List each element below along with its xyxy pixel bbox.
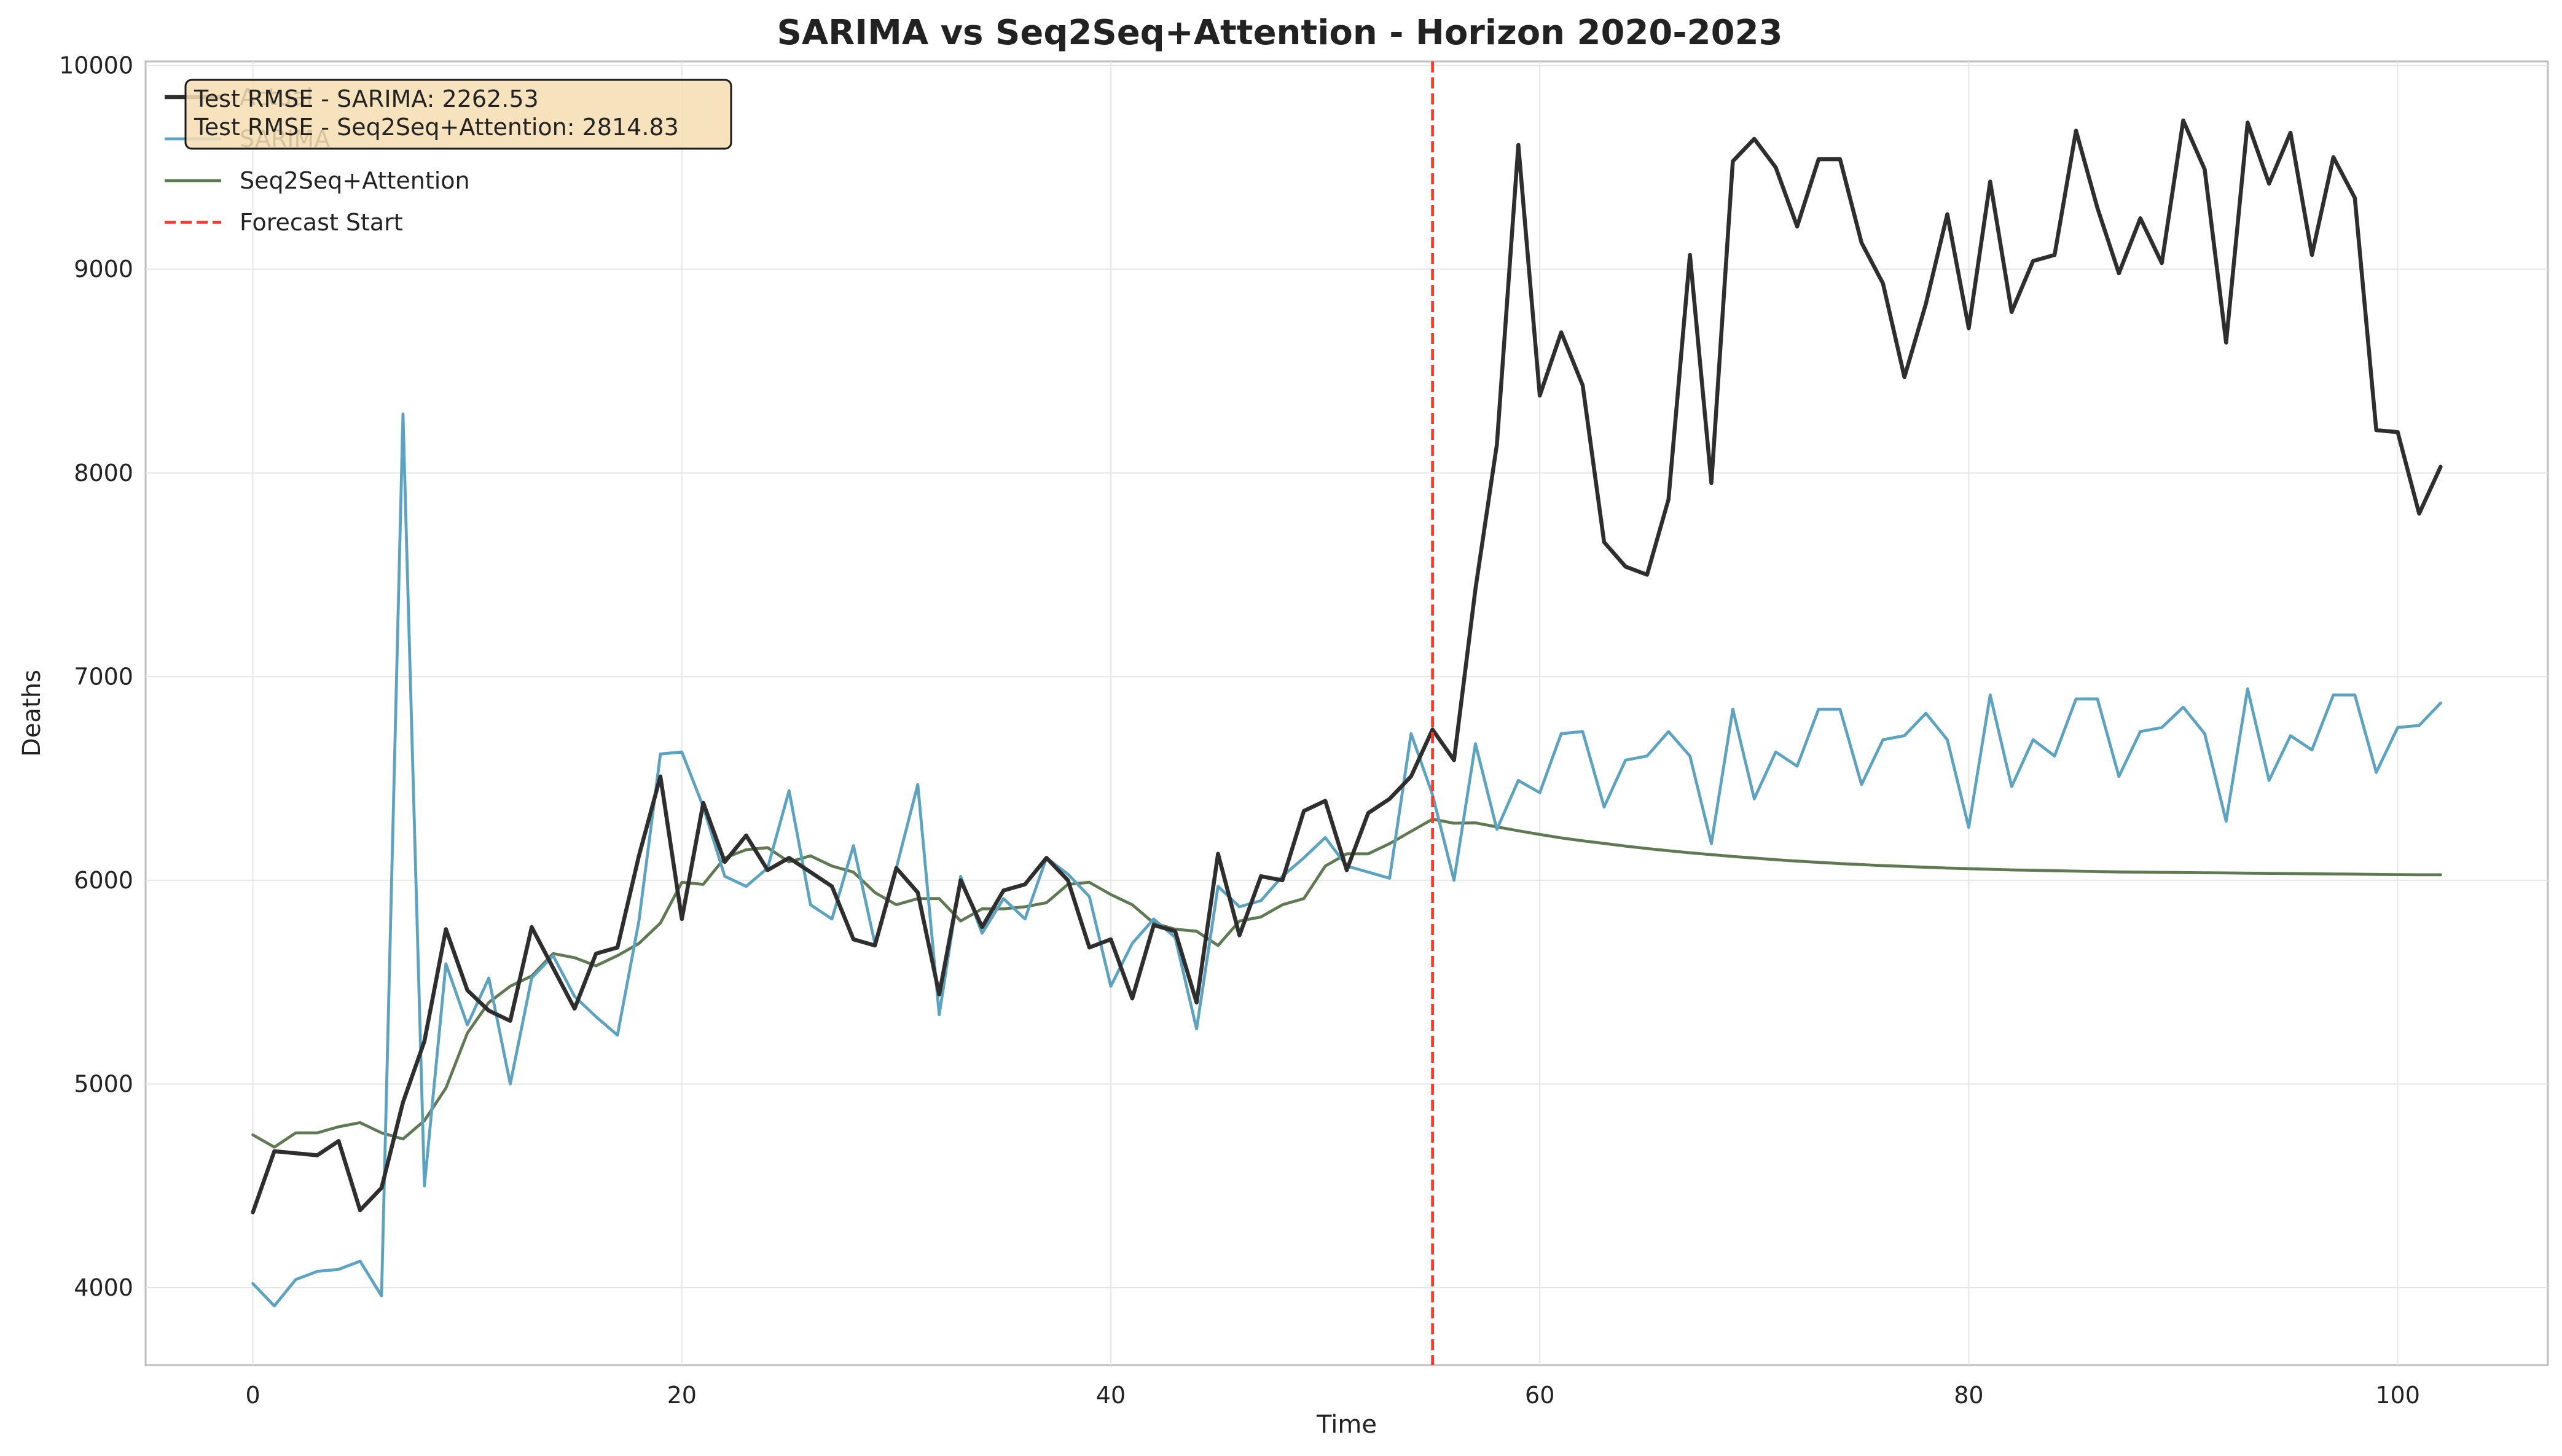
info-line-sarima: Test RMSE - SARIMA: 2262.53 <box>194 85 539 112</box>
legend-label: Forecast Start <box>240 209 403 236</box>
x-tick-label: 40 <box>1096 1382 1126 1409</box>
y-tick-label: 5000 <box>74 1070 133 1097</box>
y-axis-label: Deaths <box>18 670 46 757</box>
info-box: Test RMSE - SARIMA: 2262.53 Test RMSE - … <box>184 79 732 150</box>
x-axis-label: Time <box>1316 1411 1377 1439</box>
series-line-seq2seq-attention <box>251 818 2442 1149</box>
x-tick-label: 60 <box>1525 1382 1554 1409</box>
x-axis-ticks: 0 20 40 60 80 100 <box>245 1382 2419 1409</box>
x-tick-label: 100 <box>2375 1382 2420 1409</box>
y-tick-label: 6000 <box>74 867 133 894</box>
y-tick-label: 8000 <box>74 460 133 487</box>
y-tick-label: 4000 <box>74 1274 133 1301</box>
plot-frame <box>144 60 2549 1366</box>
y-tick-label: 10000 <box>59 52 133 79</box>
y-tick-label: 9000 <box>74 256 133 283</box>
series-line-actual <box>251 118 2443 1215</box>
x-tick-label: 80 <box>1954 1382 1983 1409</box>
series-layer <box>251 118 2443 1308</box>
y-axis-ticks: 4000 5000 6000 7000 8000 9000 10000 <box>59 52 133 1301</box>
y-tick-label: 7000 <box>74 663 133 690</box>
info-box-background <box>184 79 732 150</box>
legend-label: Seq2Seq+Attention <box>240 167 470 194</box>
info-line-seq2seq: Test RMSE - Seq2Seq+Attention: 2814.83 <box>194 114 679 141</box>
x-tick-label: 0 <box>245 1382 260 1409</box>
plot-area: 0 20 40 60 80 100 4000 5000 6000 7000 8000 9000 100… <box>59 52 2549 1409</box>
x-tick-label: 20 <box>667 1382 697 1409</box>
chart-title: SARIMA vs Seq2Seq+Attention - Horizon 20… <box>777 13 1782 53</box>
grid <box>146 61 2548 1365</box>
